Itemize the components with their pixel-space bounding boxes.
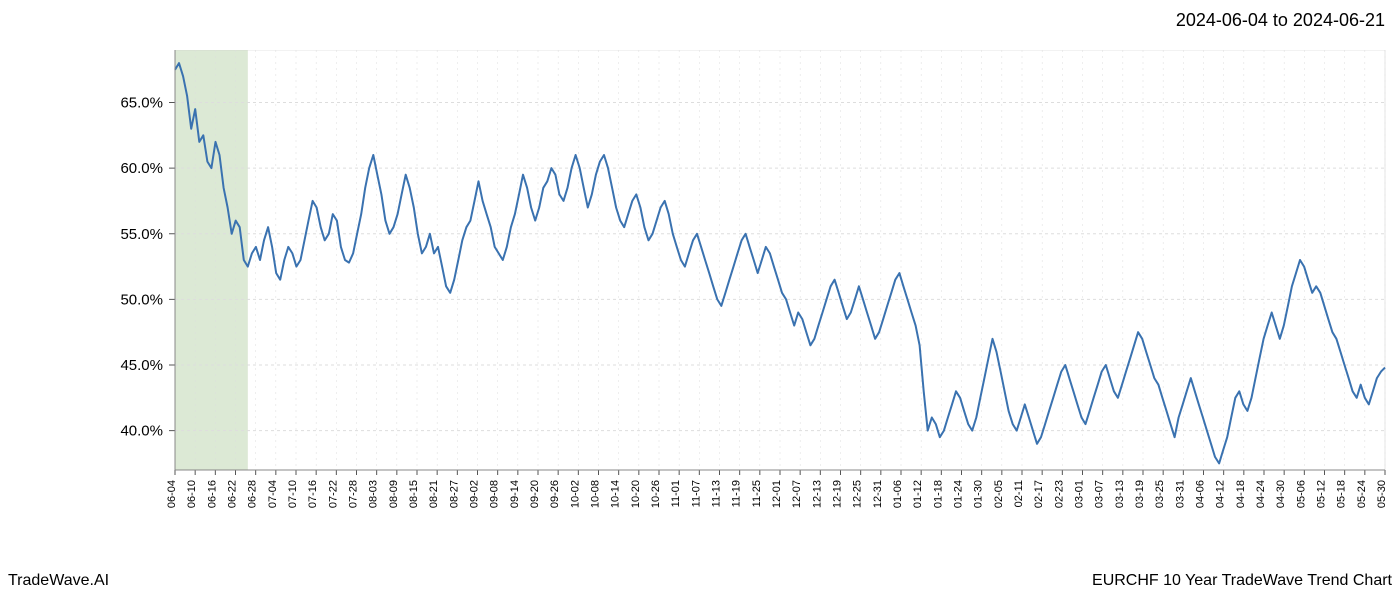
x-tick-label: 10-26 bbox=[650, 480, 662, 508]
x-tick-label: 08-27 bbox=[448, 480, 460, 508]
x-tick-label: 04-24 bbox=[1255, 480, 1267, 508]
x-tick-label: 07-28 bbox=[348, 480, 360, 508]
x-tick-label: 11-07 bbox=[690, 480, 702, 507]
x-tick-label: 12-19 bbox=[832, 480, 844, 508]
chart-title: EURCHF 10 Year TradeWave Trend Chart bbox=[1092, 572, 1392, 590]
x-tick-label: 07-10 bbox=[287, 480, 299, 508]
y-tick-label: 60.0% bbox=[120, 160, 163, 177]
x-tick-label: 11-13 bbox=[711, 480, 723, 507]
x-tick-label: 08-21 bbox=[428, 480, 440, 508]
date-range-label: 2024-06-04 to 2024-06-21 bbox=[1176, 10, 1385, 31]
x-tick-label: 11-19 bbox=[731, 480, 743, 507]
x-tick-label: 03-25 bbox=[1154, 480, 1166, 508]
y-tick-label: 55.0% bbox=[120, 226, 163, 243]
x-tick-label: 05-06 bbox=[1295, 480, 1307, 508]
x-tick-label: 12-31 bbox=[872, 480, 884, 508]
x-tick-label: 01-24 bbox=[953, 480, 965, 508]
x-tick-label: 12-13 bbox=[811, 480, 823, 508]
x-tick-label: 09-20 bbox=[529, 480, 541, 508]
x-tick-label: 07-22 bbox=[327, 480, 339, 508]
y-tick-label: 50.0% bbox=[120, 291, 163, 308]
x-tick-label: 10-08 bbox=[590, 480, 602, 508]
x-tick-label: 05-18 bbox=[1336, 480, 1348, 508]
highlight-band bbox=[175, 50, 248, 470]
y-tick-label: 40.0% bbox=[120, 423, 163, 440]
x-tick-label: 01-06 bbox=[892, 480, 904, 508]
x-tick-label: 03-13 bbox=[1114, 480, 1126, 508]
x-tick-label: 03-19 bbox=[1134, 480, 1146, 508]
x-tick-label: 06-10 bbox=[186, 480, 198, 508]
x-tick-label: 01-12 bbox=[912, 480, 924, 508]
x-tick-label: 02-11 bbox=[1013, 480, 1025, 507]
x-tick-label: 05-24 bbox=[1356, 480, 1368, 508]
x-tick-label: 02-23 bbox=[1053, 480, 1065, 508]
x-tick-label: 08-09 bbox=[388, 480, 400, 508]
x-tick-label: 10-14 bbox=[610, 480, 622, 508]
y-tick-label: 65.0% bbox=[120, 95, 163, 112]
x-tick-label: 12-25 bbox=[852, 480, 864, 508]
x-tick-label: 02-17 bbox=[1033, 480, 1045, 508]
x-tick-label: 09-26 bbox=[549, 480, 561, 508]
x-tick-label: 02-05 bbox=[993, 480, 1005, 508]
x-tick-label: 03-01 bbox=[1074, 480, 1086, 508]
x-tick-label: 09-08 bbox=[489, 480, 501, 508]
x-tick-label: 11-01 bbox=[670, 480, 682, 507]
x-tick-label: 10-20 bbox=[630, 480, 642, 508]
x-tick-label: 11-25 bbox=[751, 480, 763, 507]
x-tick-label: 01-18 bbox=[932, 480, 944, 508]
line-chart: 40.0% 45.0% 50.0% 55.0% 60.0% 65.0% 06-04 06-10… bbox=[0, 50, 1400, 530]
x-tick-label: 06-28 bbox=[247, 480, 259, 508]
x-tick-label: 09-02 bbox=[469, 480, 481, 508]
x-tick-label: 05-12 bbox=[1316, 480, 1328, 508]
x-tick-label: 08-15 bbox=[408, 480, 420, 508]
x-tick-label: 06-04 bbox=[166, 480, 178, 508]
x-tick-label: 04-30 bbox=[1275, 480, 1287, 508]
brand-label: TradeWave.AI bbox=[8, 572, 109, 590]
x-tick-label: 04-18 bbox=[1235, 480, 1247, 508]
x-tick-label: 04-06 bbox=[1195, 480, 1207, 508]
x-tick-label: 06-16 bbox=[206, 480, 218, 508]
y-tick-label: 45.0% bbox=[120, 357, 163, 374]
x-tick-label: 10-02 bbox=[569, 480, 581, 508]
x-tick-label: 07-16 bbox=[307, 480, 319, 508]
x-tick-label: 07-04 bbox=[267, 480, 279, 508]
x-tick-label: 09-14 bbox=[509, 480, 521, 508]
x-tick-label: 03-07 bbox=[1094, 480, 1106, 508]
x-tick-label: 03-31 bbox=[1174, 480, 1186, 508]
x-tick-label: 05-30 bbox=[1376, 480, 1388, 508]
x-tick-label: 06-22 bbox=[227, 480, 239, 508]
x-tick-label: 12-07 bbox=[791, 480, 803, 508]
chart-container: 40.0% 45.0% 50.0% 55.0% 60.0% 65.0% 06-04 06-10… bbox=[0, 50, 1400, 530]
x-tick-label: 01-30 bbox=[973, 480, 985, 508]
x-tick-label: 08-03 bbox=[368, 480, 380, 508]
x-tick-label: 04-12 bbox=[1215, 480, 1227, 508]
x-tick-label: 12-01 bbox=[771, 480, 783, 508]
